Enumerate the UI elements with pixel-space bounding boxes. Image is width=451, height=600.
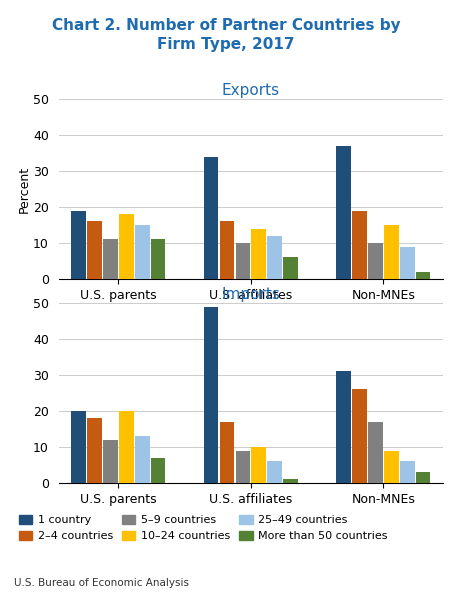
Bar xyxy=(219,422,234,483)
Bar xyxy=(71,411,86,483)
Bar xyxy=(399,461,414,483)
Title: Exports: Exports xyxy=(221,83,279,98)
Bar xyxy=(235,451,250,483)
Bar xyxy=(134,436,149,483)
Title: Imports: Imports xyxy=(221,287,280,302)
Bar xyxy=(367,243,382,279)
Bar xyxy=(151,458,165,483)
Legend: 1 country, 2–4 countries, 5–9 countries, 10–24 countries, 25–49 countries, More : 1 country, 2–4 countries, 5–9 countries,… xyxy=(19,515,387,541)
Bar xyxy=(251,447,266,483)
Bar xyxy=(283,257,297,279)
Bar xyxy=(103,440,117,483)
Bar xyxy=(415,272,429,279)
Text: U.S. Bureau of Economic Analysis: U.S. Bureau of Economic Analysis xyxy=(14,578,188,588)
Bar xyxy=(151,239,165,279)
Bar xyxy=(351,211,366,279)
Bar xyxy=(103,239,117,279)
Bar xyxy=(119,411,133,483)
Bar xyxy=(119,214,133,279)
Bar xyxy=(219,221,234,279)
Bar xyxy=(267,461,281,483)
Bar xyxy=(399,247,414,279)
Bar xyxy=(251,229,266,279)
Bar xyxy=(351,389,366,483)
Bar xyxy=(383,225,398,279)
Bar xyxy=(336,146,350,279)
Bar xyxy=(87,221,101,279)
Bar xyxy=(383,451,398,483)
Bar xyxy=(134,225,149,279)
Bar xyxy=(367,422,382,483)
Bar xyxy=(71,211,86,279)
Bar xyxy=(235,243,250,279)
Y-axis label: Percent: Percent xyxy=(17,166,30,212)
Text: Chart 2. Number of Partner Countries by
Firm Type, 2017: Chart 2. Number of Partner Countries by … xyxy=(51,18,400,52)
Bar xyxy=(203,307,218,483)
Bar xyxy=(283,479,297,483)
Bar xyxy=(267,236,281,279)
Bar xyxy=(203,157,218,279)
Bar xyxy=(415,472,429,483)
Bar xyxy=(87,418,101,483)
Bar xyxy=(336,371,350,483)
